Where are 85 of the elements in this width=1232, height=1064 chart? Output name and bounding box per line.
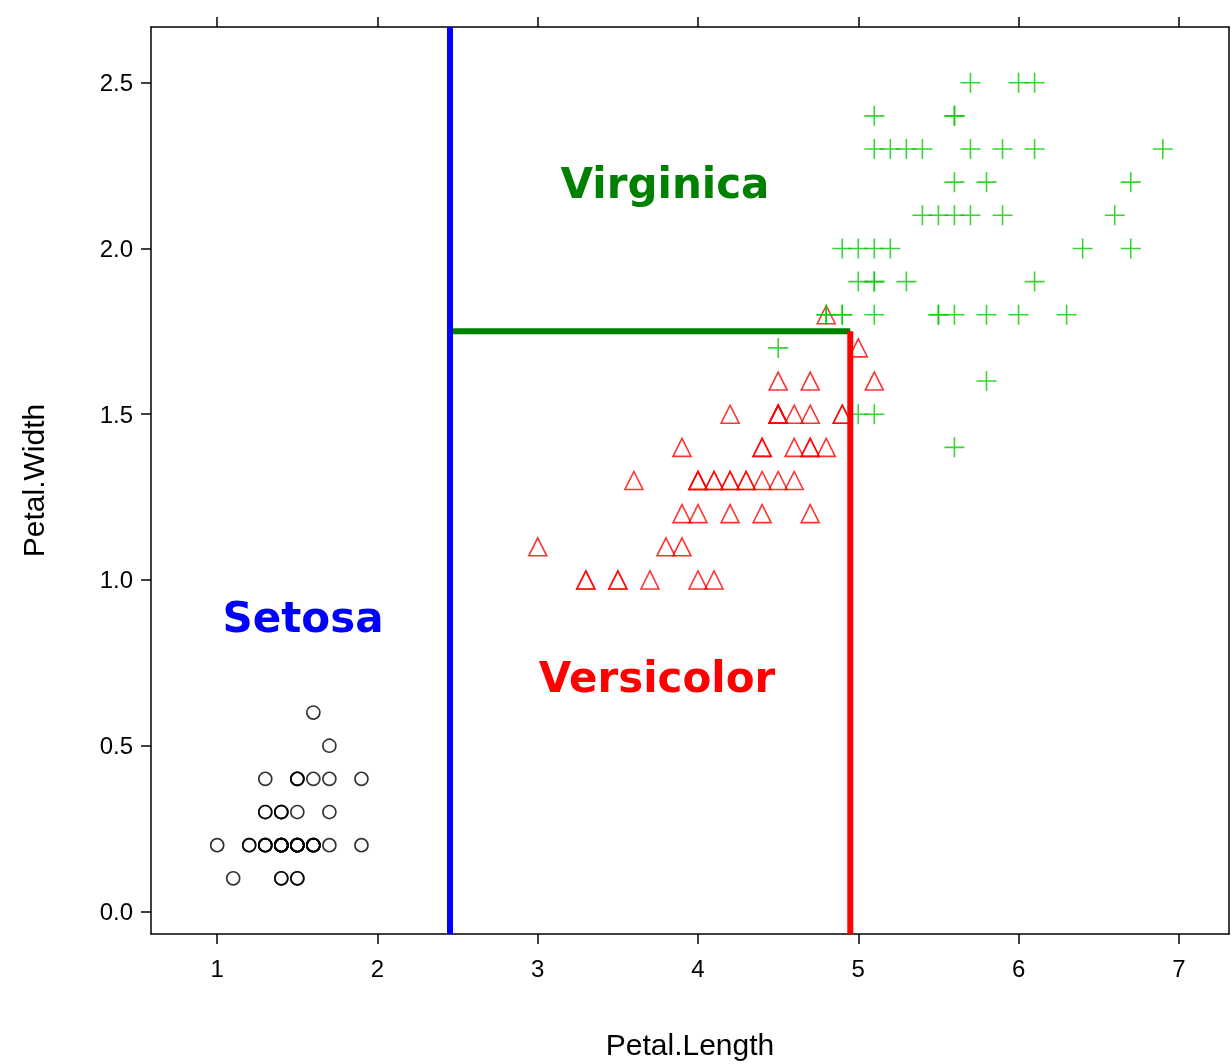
point [704, 570, 724, 590]
y-tick-label: 1.0 [99, 566, 133, 594]
point [943, 204, 966, 227]
point [1023, 138, 1046, 160]
y-tick-label: 1.5 [99, 400, 133, 428]
point [991, 204, 1014, 227]
point [768, 470, 788, 491]
point [354, 837, 369, 853]
point [784, 470, 804, 491]
point [322, 771, 337, 787]
x-tick-label: 6 [1011, 954, 1026, 982]
point [816, 437, 837, 458]
y-tick-label: 0.0 [99, 897, 133, 925]
point [943, 171, 966, 193]
point [800, 371, 821, 391]
point [1152, 138, 1174, 160]
point [354, 771, 369, 787]
point [1103, 204, 1126, 227]
point [290, 804, 305, 820]
annotation: Virginica [560, 158, 770, 208]
point [306, 705, 321, 720]
point [1119, 237, 1142, 260]
y-tick-label: 0.5 [99, 732, 133, 760]
point [911, 204, 934, 227]
point [306, 771, 321, 787]
point [784, 404, 804, 424]
point [672, 537, 692, 557]
point [863, 303, 886, 326]
point [864, 371, 885, 391]
point [959, 71, 982, 94]
point [688, 570, 708, 590]
point [688, 503, 708, 524]
point [1023, 71, 1046, 94]
point [911, 138, 934, 160]
point [863, 403, 886, 425]
point [975, 370, 998, 392]
point [720, 404, 740, 424]
point [640, 570, 660, 590]
point [752, 470, 772, 491]
x-tick-label: 1 [210, 954, 224, 982]
point [975, 171, 998, 193]
point [656, 537, 676, 557]
y-tick-label: 2.5 [99, 69, 133, 97]
point [943, 436, 966, 459]
point [1055, 303, 1078, 326]
point [257, 771, 273, 787]
y-axis-title: Petal.Width [16, 403, 50, 558]
annotation: Versicolor [538, 652, 776, 702]
x-tick-label: 2 [370, 954, 385, 982]
y-tick-label: 2.0 [99, 234, 133, 262]
point [1071, 237, 1094, 260]
x-tick-label: 7 [1172, 954, 1186, 982]
point [527, 537, 548, 557]
point [720, 503, 740, 524]
point [1007, 303, 1030, 326]
point [975, 303, 998, 326]
point [672, 437, 692, 458]
point [879, 237, 902, 260]
annotation: Setosa [222, 592, 384, 642]
point [1023, 270, 1046, 293]
point [768, 371, 788, 391]
point [991, 138, 1014, 160]
point [1119, 171, 1142, 193]
point [800, 503, 821, 524]
point [863, 105, 886, 127]
point [800, 404, 821, 424]
point [322, 738, 337, 753]
point [895, 270, 918, 293]
x-tick-label: 4 [691, 954, 705, 982]
x-axis-title: Petal.Length [605, 1027, 775, 1061]
point [752, 503, 772, 524]
point [672, 503, 692, 524]
x-tick-label: 3 [531, 954, 545, 982]
point [959, 138, 982, 160]
point [322, 837, 337, 853]
point [624, 470, 644, 491]
point [879, 138, 902, 160]
point [831, 237, 854, 260]
point [784, 437, 804, 458]
point [225, 871, 241, 886]
point [322, 804, 337, 820]
point [847, 270, 870, 293]
point [209, 837, 225, 853]
x-tick-label: 5 [851, 954, 865, 982]
point [767, 337, 789, 359]
